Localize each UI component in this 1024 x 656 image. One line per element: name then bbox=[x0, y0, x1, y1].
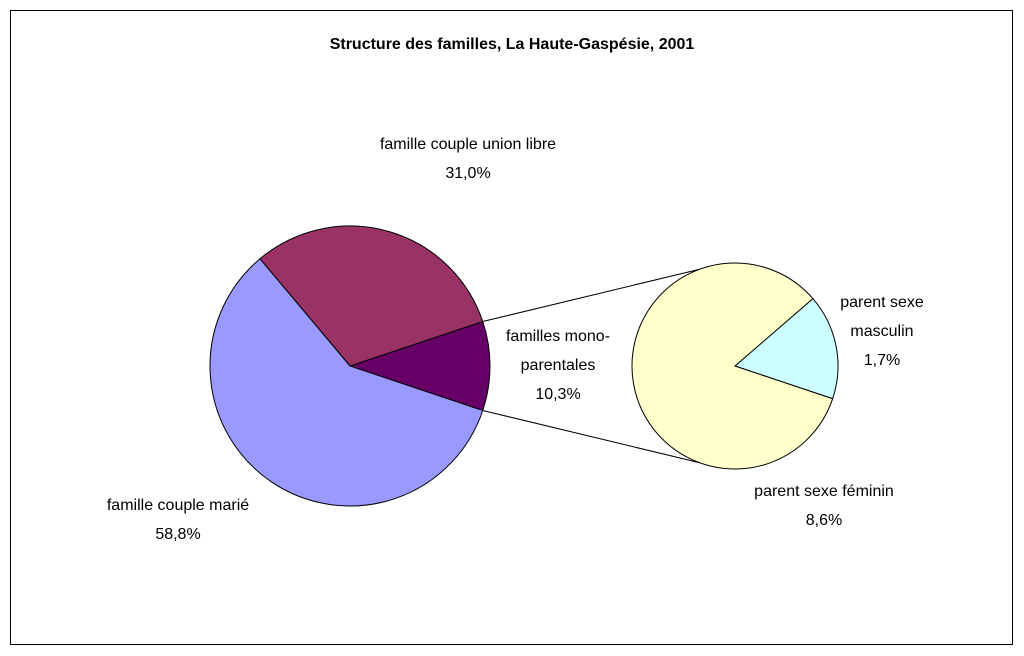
slice-label: familles mono-parentales 10,3% bbox=[488, 322, 628, 409]
label-name: parent sexe masculin bbox=[840, 294, 924, 340]
label-value: 10,3% bbox=[535, 386, 581, 403]
slice-label: parent sexe masculin 1,7% bbox=[832, 288, 932, 375]
pie-slice bbox=[259, 225, 484, 367]
connector-line bbox=[482, 409, 700, 464]
pie-slice bbox=[209, 258, 484, 507]
label-value: 8,6% bbox=[805, 512, 843, 529]
chart-border bbox=[10, 10, 1013, 645]
slice-label: famille couple marié 58,8% bbox=[93, 491, 263, 549]
label-name: parent sexe féminin bbox=[754, 483, 894, 500]
slices bbox=[209, 225, 839, 507]
label-name: familles mono-parentales bbox=[505, 328, 611, 374]
connector-line bbox=[482, 268, 700, 323]
label-name: famille couple marié bbox=[106, 497, 250, 514]
slice-label: famille couple union libre 31,0% bbox=[368, 130, 568, 188]
pie-slice bbox=[631, 262, 834, 470]
pie-slice bbox=[734, 297, 839, 400]
label-value: 31,0% bbox=[445, 165, 491, 182]
chart-title: Structure des familles, La Haute-Gaspési… bbox=[329, 36, 695, 53]
label-value: 58,8% bbox=[155, 526, 201, 543]
label-name: famille couple union libre bbox=[379, 136, 557, 153]
pie-slice bbox=[348, 320, 491, 412]
label-value: 1,7% bbox=[863, 352, 901, 369]
slice-label: parent sexe féminin 8,6% bbox=[734, 477, 914, 535]
